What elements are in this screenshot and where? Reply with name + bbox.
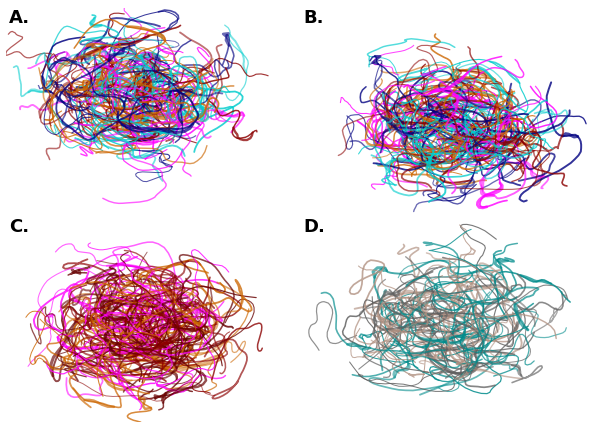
Text: C.: C. — [9, 217, 29, 235]
Text: A.: A. — [9, 9, 30, 26]
Text: B.: B. — [303, 9, 323, 26]
Text: D.: D. — [303, 217, 325, 235]
